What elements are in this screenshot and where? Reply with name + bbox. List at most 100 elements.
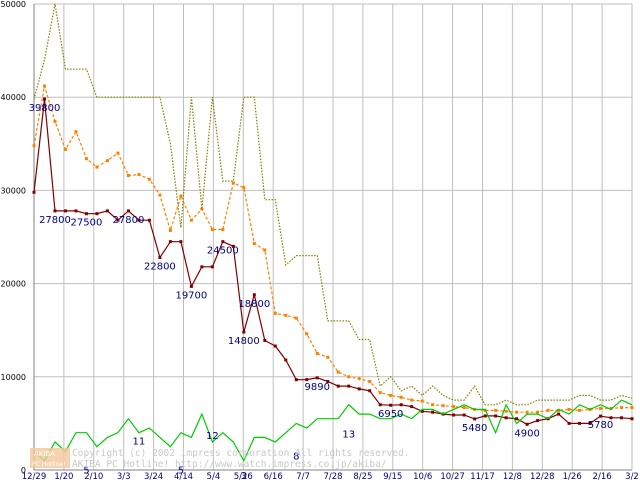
series-point-0 xyxy=(494,414,498,418)
y-tick-label: 20000 xyxy=(1,280,26,289)
series-point-1 xyxy=(515,410,519,414)
series-point-1 xyxy=(389,393,393,397)
series-point-0 xyxy=(84,212,88,216)
series-point-1 xyxy=(273,311,277,315)
series-point-0 xyxy=(179,240,183,244)
series-point-1 xyxy=(494,408,498,412)
series-point-0 xyxy=(326,379,330,383)
data-label: 24500 xyxy=(207,246,239,257)
series-point-0 xyxy=(95,212,99,216)
series-point-0 xyxy=(452,413,456,417)
series-point-1 xyxy=(74,130,78,134)
series-point-1 xyxy=(221,228,225,232)
series-point-0 xyxy=(357,387,361,391)
series-point-0 xyxy=(399,403,403,407)
grid-lines xyxy=(33,3,633,471)
plot-area xyxy=(0,0,640,470)
series-point-1 xyxy=(105,159,109,163)
x-tick-label: 7/28 xyxy=(323,472,342,480)
series-point-1 xyxy=(368,379,372,383)
series-point-0 xyxy=(504,416,508,420)
series-point-1 xyxy=(158,193,162,197)
series-point-0 xyxy=(200,265,204,269)
x-tick-label: 8/25 xyxy=(353,472,372,480)
series-point-0 xyxy=(273,344,277,348)
series-point-0 xyxy=(483,414,487,418)
series-point-0 xyxy=(599,414,603,418)
series-point-1 xyxy=(378,391,382,395)
watermark-logo-box xyxy=(30,448,70,468)
data-label: 5780 xyxy=(588,420,613,431)
data-label: 5 xyxy=(83,466,89,477)
series-point-1 xyxy=(441,404,445,408)
series-point-0 xyxy=(242,330,246,334)
series-point-0 xyxy=(347,384,351,388)
data-label: 22800 xyxy=(144,262,176,273)
series-point-0 xyxy=(431,410,435,414)
series-point-0 xyxy=(137,218,141,222)
series-point-0 xyxy=(630,417,634,421)
x-tick-label: 1/20 xyxy=(54,472,73,480)
series-point-1 xyxy=(326,355,330,359)
data-label: 27500 xyxy=(71,218,103,229)
data-label: 39800 xyxy=(29,103,61,114)
series-point-1 xyxy=(546,408,550,412)
x-tick-label: 4/14 xyxy=(174,472,193,480)
series-point-0 xyxy=(294,378,298,382)
series-point-1 xyxy=(567,407,571,411)
series-point-0 xyxy=(221,240,225,244)
series-point-1 xyxy=(53,119,57,123)
data-label: 9890 xyxy=(305,382,330,393)
series-point-1 xyxy=(210,228,214,232)
data-label: 5 xyxy=(178,466,184,477)
watermark-copyright: Copyright (c) 2002 impress corporation A… xyxy=(72,448,409,459)
x-tick-label: 12/29 xyxy=(22,472,47,480)
series-point-0 xyxy=(63,209,67,213)
series-point-0 xyxy=(578,421,582,425)
series-point-1 xyxy=(168,228,172,232)
x-tick-label: 2/16 xyxy=(593,472,612,480)
series-point-1 xyxy=(630,406,634,410)
x-tick-label: 9/15 xyxy=(383,472,402,480)
series-point-1 xyxy=(557,408,561,412)
series-point-0 xyxy=(231,244,235,248)
series-point-0 xyxy=(42,97,46,101)
series-point-0 xyxy=(420,409,424,413)
series-point-1 xyxy=(84,157,88,161)
x-tick-label: 5/26 xyxy=(234,472,253,480)
series-point-1 xyxy=(179,194,183,198)
series-point-1 xyxy=(116,151,120,155)
series-point-1 xyxy=(252,242,256,246)
series-point-0 xyxy=(168,240,172,244)
x-tick-label: 6/16 xyxy=(264,472,283,480)
series-point-0 xyxy=(536,419,540,423)
series-point-0 xyxy=(336,384,340,388)
x-tick-label: 3/2 xyxy=(625,472,639,480)
series-point-1 xyxy=(315,352,319,355)
series-point-1 xyxy=(200,207,204,211)
y-tick-label: 0 xyxy=(21,466,26,475)
series-point-1 xyxy=(347,375,351,379)
data-label: 27800 xyxy=(39,215,71,226)
series-point-0 xyxy=(567,421,571,425)
data-label: 5480 xyxy=(462,423,487,434)
series-point-1 xyxy=(242,186,246,190)
series-point-1 xyxy=(578,408,582,412)
series-point-0 xyxy=(410,405,414,409)
series-point-1 xyxy=(294,316,298,320)
data-label: 3 xyxy=(241,471,247,480)
watermark: AKIBA PC Hotline! Copyright (c) 2002 imp… xyxy=(30,448,409,470)
series-point-0 xyxy=(189,284,193,288)
x-tick-label: 3/3 xyxy=(117,472,131,480)
series-point-1 xyxy=(189,218,193,222)
series-layer xyxy=(32,3,634,463)
series-point-1 xyxy=(137,173,141,177)
series-point-0 xyxy=(609,416,613,420)
series-point-1 xyxy=(263,248,267,252)
series-point-1 xyxy=(42,84,46,88)
series-point-0 xyxy=(116,218,120,222)
x-tick-label: 12/8 xyxy=(503,472,522,480)
